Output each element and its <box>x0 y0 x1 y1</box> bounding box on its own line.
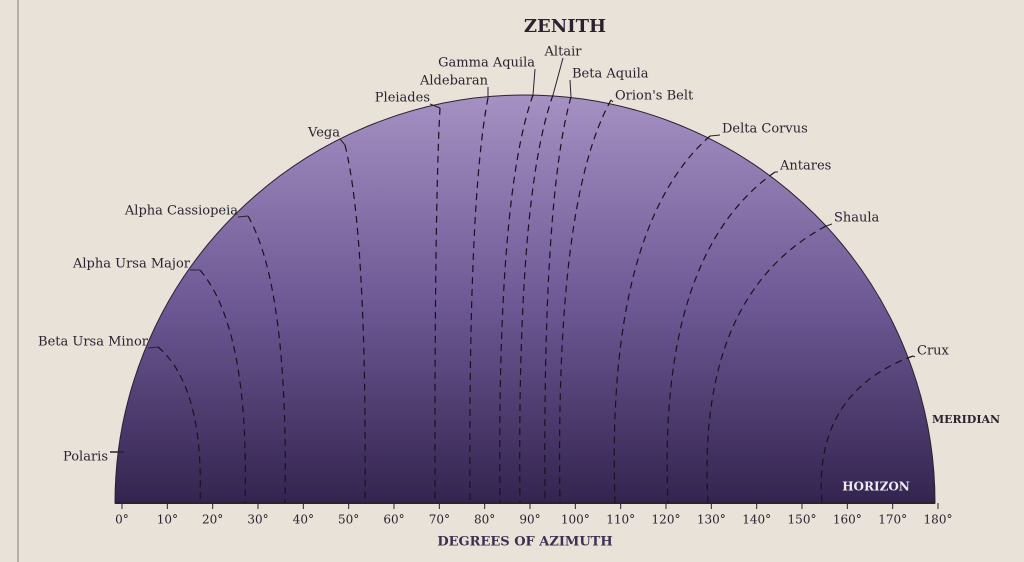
tick-label: 150° <box>788 513 817 527</box>
star-path <box>820 355 914 504</box>
tick-label: 40° <box>293 513 314 527</box>
star-label: Alpha Ursa Major <box>72 257 191 272</box>
tick-label: 170° <box>878 513 907 527</box>
tick-label: 80° <box>474 513 495 527</box>
star-label: Orion's Belt <box>615 89 694 104</box>
tick-label: 0° <box>115 513 129 527</box>
star-label: Altair <box>544 45 583 60</box>
tick-label: 180° <box>924 513 953 527</box>
axis-title: DEGREES OF AZIMUTH <box>437 535 612 550</box>
tick-label: 30° <box>247 513 268 527</box>
star-path <box>247 215 286 504</box>
label-leader <box>532 68 536 96</box>
star-path <box>558 99 612 504</box>
tick-label: 110° <box>606 513 635 527</box>
tick-label: 20° <box>202 513 223 527</box>
tick-label: 90° <box>519 513 540 527</box>
star-label: Beta Aquila <box>572 67 649 82</box>
tick-label: 120° <box>652 513 681 527</box>
label-leader <box>610 99 614 103</box>
label-leader <box>339 138 346 146</box>
star-path <box>469 97 489 504</box>
label-leader <box>552 57 564 96</box>
star-label: Gamma Aquila <box>438 56 535 71</box>
tick-label: 130° <box>697 513 726 527</box>
star-path <box>544 96 572 504</box>
star-label: Delta Corvus <box>722 122 808 137</box>
label-leader <box>709 134 721 137</box>
star-path <box>666 171 776 504</box>
azimuth-ticks: 0° 10° 20° 30° 40° 50° 60° 70° 80° 90° 100° 110° 120… <box>115 503 952 527</box>
horizon-label: HORIZON <box>842 480 910 494</box>
tick-label: 160° <box>833 513 862 527</box>
star-labels: Polaris Beta Ursa Minor Alpha Ursa Major Al… <box>38 45 950 465</box>
star-path <box>157 346 201 504</box>
star-path <box>613 135 711 504</box>
star-label: Aldebaran <box>419 74 489 89</box>
star-label: Polaris <box>63 450 108 465</box>
label-leader <box>825 223 833 227</box>
star-label: Shaula <box>834 211 880 226</box>
sky-dome <box>114 94 936 504</box>
star-label: Antares <box>779 159 831 174</box>
star-label: Crux <box>917 344 950 359</box>
star-path <box>344 144 366 504</box>
tick-label: 50° <box>338 513 359 527</box>
star-path <box>434 107 441 504</box>
tick-label: 100° <box>561 513 590 527</box>
label-leader <box>912 355 916 358</box>
star-path <box>706 225 827 504</box>
label-leader <box>147 346 159 349</box>
star-label: Alpha Cassiopeia <box>124 204 238 219</box>
label-leader <box>569 79 572 98</box>
meridian-label: MERIDIAN <box>932 413 1000 426</box>
zenith-title: ZENITH <box>524 16 606 37</box>
star-label: Pleiades <box>375 91 430 106</box>
star-label: Beta Ursa Minor <box>38 335 149 350</box>
tick-label: 10° <box>157 513 178 527</box>
label-leader <box>429 103 441 109</box>
star-paths <box>110 57 916 504</box>
label-leader <box>237 215 249 218</box>
tick-label: 140° <box>742 513 771 527</box>
star-label: Vega <box>307 126 340 141</box>
tick-label: 70° <box>429 513 450 527</box>
tick-label: 60° <box>383 513 404 527</box>
